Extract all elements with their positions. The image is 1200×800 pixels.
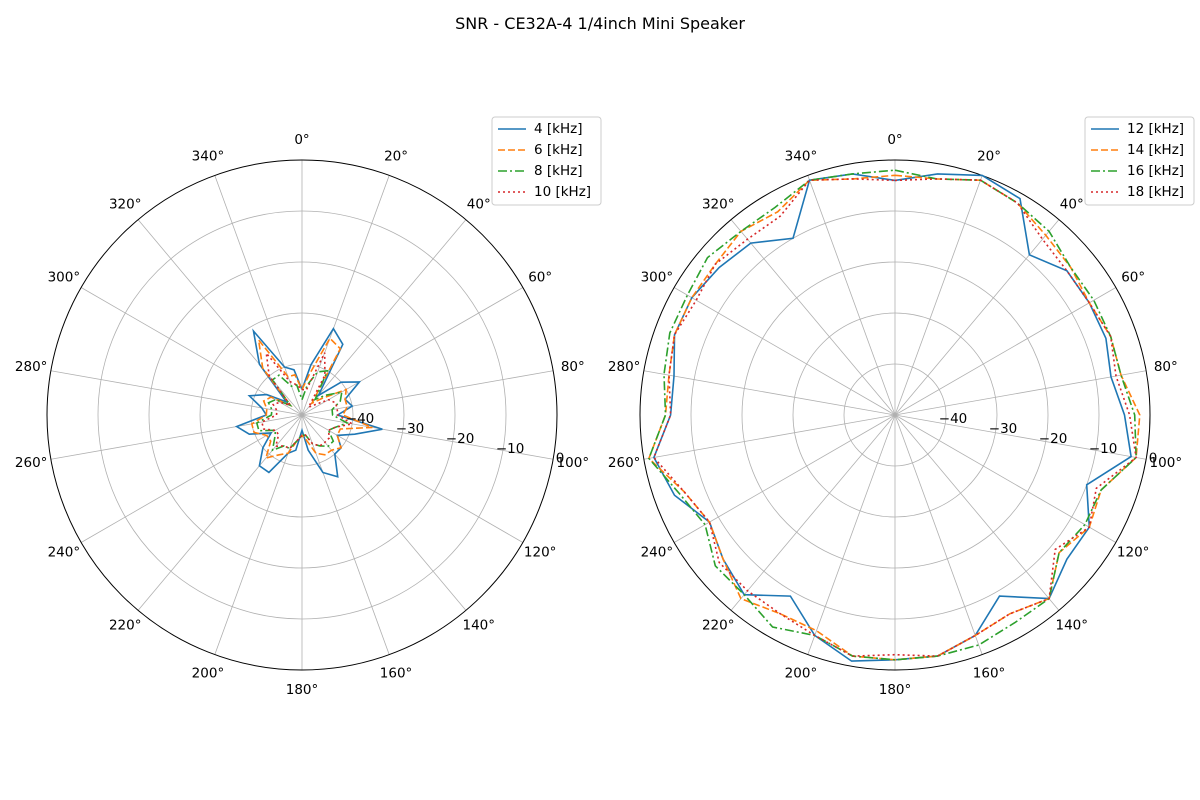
grid-spoke — [894, 370, 1147, 416]
grid-spoke — [894, 219, 1060, 416]
grid-spoke — [301, 414, 554, 460]
theta-tick-label: 140° — [463, 618, 496, 634]
theta-tick-label: 300° — [48, 270, 81, 286]
theta-tick-label: 240° — [641, 545, 674, 561]
theta-tick-label: 0° — [887, 132, 902, 148]
r-tick-label: −40 — [939, 411, 968, 427]
theta-tick-label: 60° — [1121, 270, 1145, 286]
grid-spoke — [301, 370, 554, 416]
theta-tick-label: 160° — [380, 665, 413, 681]
r-tick-label: −20 — [446, 431, 475, 447]
grid-spoke — [301, 414, 390, 655]
theta-tick-label: 180° — [286, 682, 319, 698]
theta-tick-label: 80° — [1154, 359, 1178, 375]
theta-tick-label: 340° — [785, 149, 818, 165]
grid-spoke — [894, 414, 1117, 543]
theta-tick-label: 220° — [702, 618, 735, 634]
theta-tick-label: 160° — [973, 665, 1006, 681]
theta-tick-label: 100° — [557, 455, 590, 471]
theta-tick-label: 300° — [641, 270, 674, 286]
theta-tick-label: 240° — [48, 545, 81, 561]
theta-tick-label: 200° — [192, 665, 225, 681]
legend-label: 18 [kHz] — [1127, 184, 1184, 200]
theta-tick-label: 320° — [702, 196, 735, 212]
grid-spoke — [301, 287, 524, 416]
grid-spoke — [80, 414, 303, 543]
grid-spoke — [894, 287, 1117, 416]
theta-tick-label: 140° — [1056, 618, 1089, 634]
legend-label: 12 [kHz] — [1127, 121, 1184, 137]
legend-label: 10 [kHz] — [534, 184, 591, 200]
grid-spoke — [301, 414, 467, 611]
grid-spoke — [80, 287, 303, 416]
r-tick-label: 0 — [1149, 451, 1158, 467]
legend-box — [491, 116, 602, 206]
grid-spoke — [730, 414, 896, 611]
r-tick-label: −40 — [346, 411, 375, 427]
theta-tick-label: 280° — [15, 359, 48, 375]
grid-spoke — [643, 370, 896, 416]
theta-tick-label: 220° — [109, 618, 142, 634]
grid-spoke — [643, 414, 896, 460]
grid-spoke — [301, 219, 467, 416]
grid-spoke — [894, 414, 1147, 460]
grid-spoke — [50, 370, 303, 416]
grid-spoke — [301, 175, 390, 416]
theta-tick-label: 40° — [1060, 196, 1084, 212]
theta-tick-label: 20° — [384, 149, 408, 165]
legend-label: 4 [kHz] — [534, 121, 582, 137]
theta-tick-label: 320° — [109, 196, 142, 212]
grid-spoke — [673, 287, 896, 416]
theta-tick-label: 200° — [785, 665, 818, 681]
grid-spoke — [894, 175, 983, 416]
legend-box — [1084, 116, 1195, 206]
grid-spoke — [50, 414, 303, 460]
polar-frame — [639, 159, 1151, 671]
legend-label: 8 [kHz] — [534, 163, 582, 179]
series-line-4-khz — [234, 327, 383, 478]
grid-spoke — [301, 414, 524, 543]
r-tick-label: −20 — [1039, 431, 1068, 447]
theta-tick-label: 340° — [192, 149, 225, 165]
grid-spoke — [137, 414, 303, 611]
grid-spoke — [894, 414, 1060, 611]
r-tick-label: −10 — [1089, 441, 1118, 457]
series-line-18-khz — [652, 178, 1137, 657]
series-line-6-khz — [250, 336, 373, 460]
grid-spoke — [807, 414, 896, 655]
theta-tick-label: 0° — [294, 132, 309, 148]
grid-spoke — [730, 219, 896, 416]
page-title: SNR - CE32A-4 1/4inch Mini Speaker — [455, 14, 745, 33]
theta-tick-label: 120° — [1117, 545, 1150, 561]
polar-frame — [46, 159, 558, 671]
series-line-10-khz — [260, 350, 355, 450]
r-tick-label: −10 — [496, 441, 525, 457]
polar-chart-left: 0° 20° 40° 60° 80° 100° 120° 140° 160° 180° 200° 22… — [15, 116, 602, 698]
series-line-16-khz — [647, 169, 1137, 661]
grid-spoke — [137, 219, 303, 416]
legend: 4 [kHz] 6 [kHz] 8 [kHz] 10 [kHz] — [491, 116, 602, 206]
theta-tick-label: 100° — [1150, 455, 1183, 471]
grid-spoke — [673, 414, 896, 543]
theta-tick-label: 40° — [467, 196, 491, 212]
theta-tick-label: 280° — [608, 359, 641, 375]
legend-label: 6 [kHz] — [534, 142, 582, 158]
grid-spoke — [894, 414, 983, 655]
theta-tick-label: 180° — [879, 682, 912, 698]
legend-label: 14 [kHz] — [1127, 142, 1184, 158]
theta-tick-label: 260° — [608, 455, 641, 471]
grid-spoke — [807, 175, 896, 416]
legend-label: 16 [kHz] — [1127, 163, 1184, 179]
theta-tick-label: 60° — [528, 270, 552, 286]
theta-tick-label: 20° — [977, 149, 1001, 165]
r-tick-label: −30 — [396, 421, 425, 437]
theta-tick-label: 80° — [561, 359, 585, 375]
theta-tick-label: 120° — [524, 545, 557, 561]
theta-tick-label: 260° — [15, 455, 48, 471]
r-tick-label: −30 — [989, 421, 1018, 437]
legend: 12 [kHz] 14 [kHz] 16 [kHz] 18 [kHz] — [1084, 116, 1195, 206]
r-tick-label: 0 — [556, 451, 565, 467]
polar-chart-right: 0° 20° 40° 60° 80° 100° 120° 140° 160° 180° 200° 22… — [608, 116, 1195, 698]
